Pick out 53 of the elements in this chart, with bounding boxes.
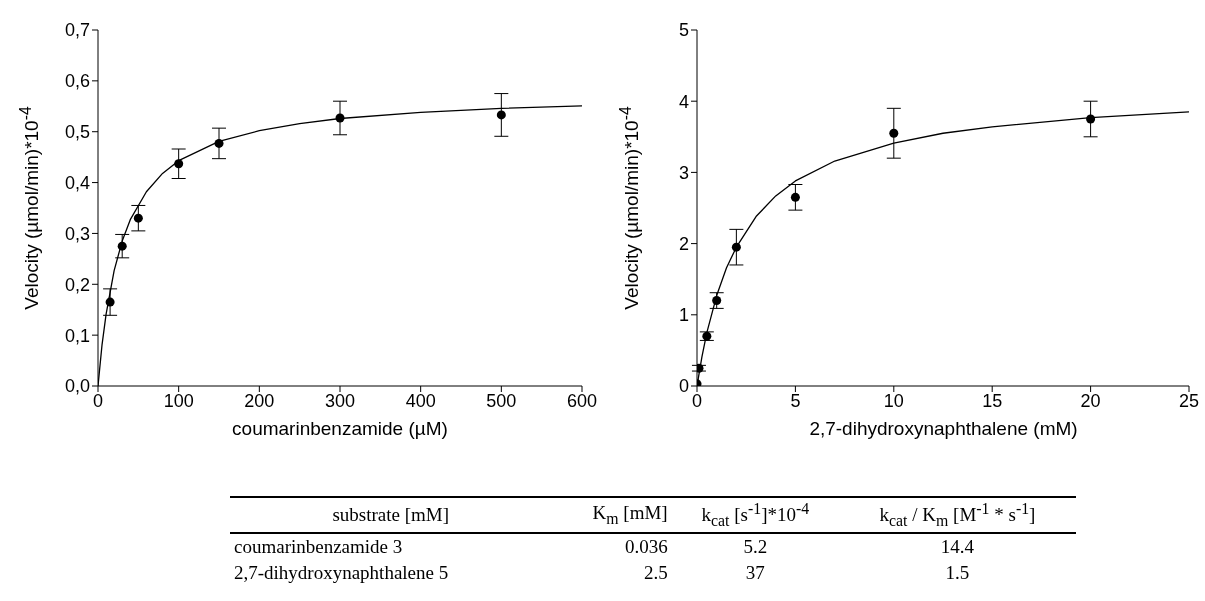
y-tick-label: 0,3 xyxy=(64,223,90,244)
text: substrate [mM] xyxy=(331,503,451,528)
point xyxy=(790,192,800,202)
y-tick-label: 4 xyxy=(678,91,689,112)
point xyxy=(133,213,143,223)
x-tick-label: 5 xyxy=(790,390,801,411)
y-tick-label: 0,7 xyxy=(64,20,90,41)
x-tick-label: 400 xyxy=(405,390,436,411)
y-tick-label: 0 xyxy=(678,376,689,397)
y-tick-label: 5 xyxy=(678,20,689,41)
text: k$_{cat}$ [s$^{-1}$]*10$^{-4}$ xyxy=(700,499,811,532)
x-tick-label: 15 xyxy=(982,390,1003,411)
x-tick-label: 25 xyxy=(1178,390,1200,411)
text: K$_{m}$ [mM] xyxy=(591,501,669,529)
x-tick-label: 100 xyxy=(163,390,194,411)
x-tick-label: 10 xyxy=(883,390,904,411)
point xyxy=(712,296,722,306)
y-tick-label: 0,6 xyxy=(64,71,90,92)
y-tick-label: 0,4 xyxy=(64,172,90,193)
text: 1.5 xyxy=(944,561,971,586)
y-tick-label: 2 xyxy=(678,233,689,254)
x-axis-title: 2,7-dihydroxynaphthalene (mM) xyxy=(808,418,1079,440)
text: 37 xyxy=(744,561,766,586)
point xyxy=(1086,114,1096,124)
x-tick-label: 0 xyxy=(691,390,703,411)
x-tick-label: 600 xyxy=(566,390,598,411)
y-tick-label: 0,2 xyxy=(64,274,90,295)
point xyxy=(496,110,506,120)
y-tick-label: 0,0 xyxy=(64,376,90,397)
x-tick-label: 20 xyxy=(1080,390,1101,411)
y-tick-label: 0,1 xyxy=(64,325,90,346)
y-tick-label: 1 xyxy=(678,305,689,326)
point xyxy=(889,128,899,138)
text: 2,7-dihydroxynaphthalene 5 xyxy=(233,561,450,586)
point xyxy=(214,138,224,148)
x-tick-label: 500 xyxy=(486,390,517,411)
text: 2.5 xyxy=(642,561,669,586)
text: 14.4 xyxy=(939,535,976,560)
text: coumarinbenzamide 3 xyxy=(233,535,404,560)
text: k$_{cat}$ / K$_{m}$ [M$^{-1}$ * s$^{-1}$] xyxy=(879,500,1036,530)
text: 0.036 xyxy=(623,535,669,560)
x-axis-title: coumarinbenzamide (µM) xyxy=(231,418,449,440)
y-tick-label: 0,5 xyxy=(64,122,90,143)
point xyxy=(731,242,741,252)
x-tick-label: 200 xyxy=(244,390,275,411)
text: 5.2 xyxy=(742,535,769,560)
point xyxy=(117,241,127,251)
point xyxy=(174,159,184,169)
x-tick-label: 0 xyxy=(92,390,104,411)
point xyxy=(335,113,345,123)
x-tick-label: 300 xyxy=(324,390,356,411)
y-tick-label: 3 xyxy=(678,162,689,183)
point xyxy=(105,297,115,307)
